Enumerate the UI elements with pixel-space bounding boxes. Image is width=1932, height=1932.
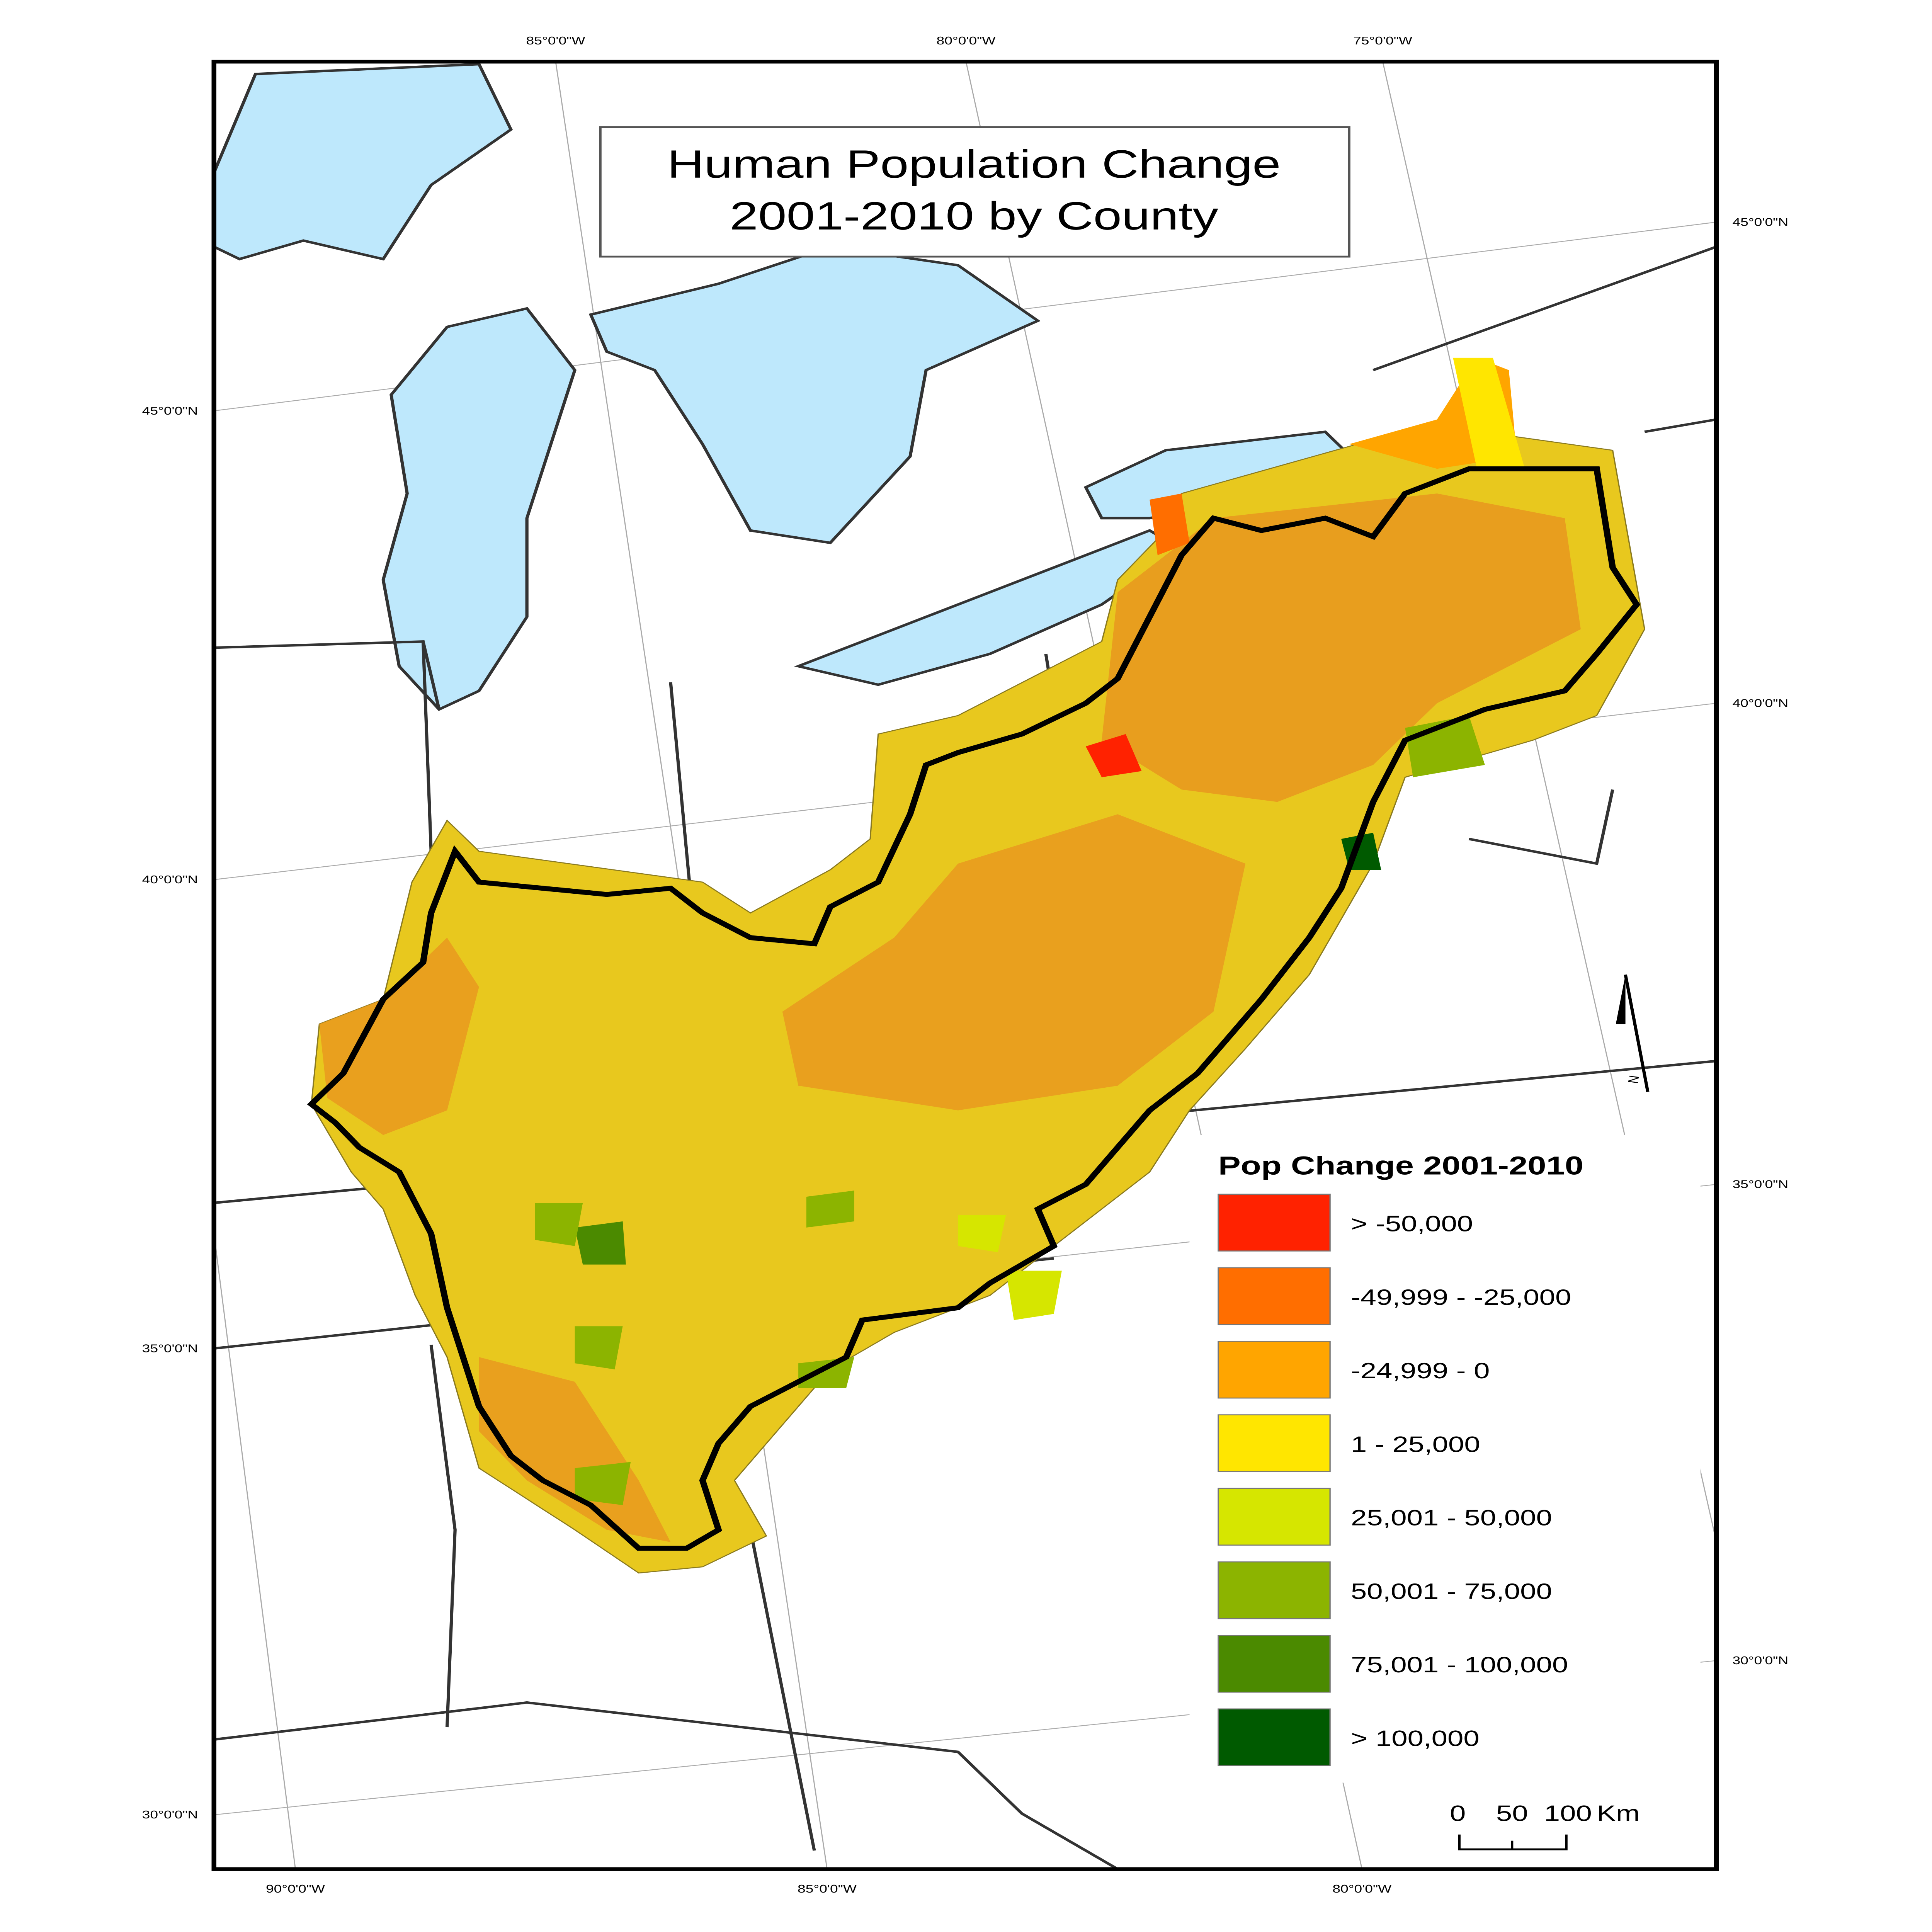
label-left-30n: 30°0'0"N: [142, 1809, 198, 1821]
legend: Pop Change 2001-2010 > -50,000 -49,999 - …: [1189, 1135, 1701, 1783]
legend-label: > -50,000: [1351, 1211, 1473, 1236]
label-right-45n: 45°0'0"N: [1732, 216, 1788, 228]
lake-superior: [212, 63, 513, 261]
legend-swatch: [1218, 1635, 1331, 1693]
label-right-40n: 40°0'0"N: [1732, 697, 1788, 709]
north-arrow-icon: N: [1616, 974, 1650, 1092]
lake-michigan: [381, 307, 577, 711]
label-right-35n: 35°0'0"N: [1732, 1179, 1788, 1191]
legend-swatch: [1218, 1561, 1331, 1619]
legend-swatch: [1218, 1267, 1331, 1325]
label-top-75w: 75°0'0"W: [1353, 35, 1413, 47]
legend-swatch: [1218, 1488, 1331, 1546]
lake-huron: [588, 245, 1041, 544]
title-line-1: Human Population Change: [667, 142, 1281, 186]
red-county: [1085, 734, 1142, 777]
north-label: N: [1625, 1075, 1643, 1085]
legend-label: > 100,000: [1351, 1726, 1480, 1751]
great-lakes: [212, 63, 1360, 711]
graticule-labels: 85°0'0"W 80°0'0"W 75°0'0"W 90°0'0"W 85°0…: [142, 35, 1788, 1895]
legend-swatch: [1218, 1708, 1331, 1766]
legend-label: 75,001 - 100,000: [1351, 1653, 1568, 1677]
map-title: Human Population Change 2001-2010 by Cou…: [599, 126, 1350, 258]
legend-label: -24,999 - 0: [1351, 1359, 1490, 1383]
scale-unit: Km: [1597, 1801, 1640, 1826]
label-left-35n: 35°0'0"N: [142, 1342, 198, 1355]
county-choropleth: [311, 357, 1645, 1574]
legend-label: -49,999 - -25,000: [1351, 1285, 1571, 1310]
legend-swatch: [1218, 1194, 1331, 1252]
label-bottom-85w: 85°0'0"W: [798, 1883, 857, 1895]
legend-title: Pop Change 2001-2010: [1218, 1151, 1583, 1180]
study-area-boundary: [307, 466, 1641, 1551]
scale-tick-50: 50: [1496, 1801, 1528, 1826]
label-left-45n: 45°0'0"N: [142, 405, 198, 417]
map-frame: [211, 60, 1719, 1871]
legend-swatch: [1218, 1340, 1331, 1399]
legend-items: > -50,000 -49,999 - -25,000 -24,999 - 0 1 -…: [1218, 1194, 1571, 1766]
label-top-85w: 85°0'0"W: [526, 35, 586, 47]
label-top-80w: 80°0'0"W: [937, 35, 996, 47]
legend-label: 1 - 25,000: [1351, 1432, 1480, 1457]
legend-label: 50,001 - 75,000: [1351, 1579, 1552, 1604]
scale-tick-0: 0: [1450, 1801, 1466, 1826]
label-bottom-80w: 80°0'0"W: [1332, 1883, 1392, 1895]
label-bottom-90w: 90°0'0"W: [266, 1883, 325, 1895]
title-line-2: 2001-2010 by County: [730, 194, 1218, 238]
legend-swatch: [1218, 1414, 1331, 1472]
label-right-30n: 30°0'0"N: [1732, 1655, 1788, 1667]
legend-label: 25,001 - 50,000: [1351, 1506, 1552, 1531]
scale-tick-100: 100: [1544, 1801, 1592, 1826]
scale-bar: 0 50 100 Km: [1450, 1801, 1640, 1850]
label-left-40n: 40°0'0"N: [142, 874, 198, 886]
